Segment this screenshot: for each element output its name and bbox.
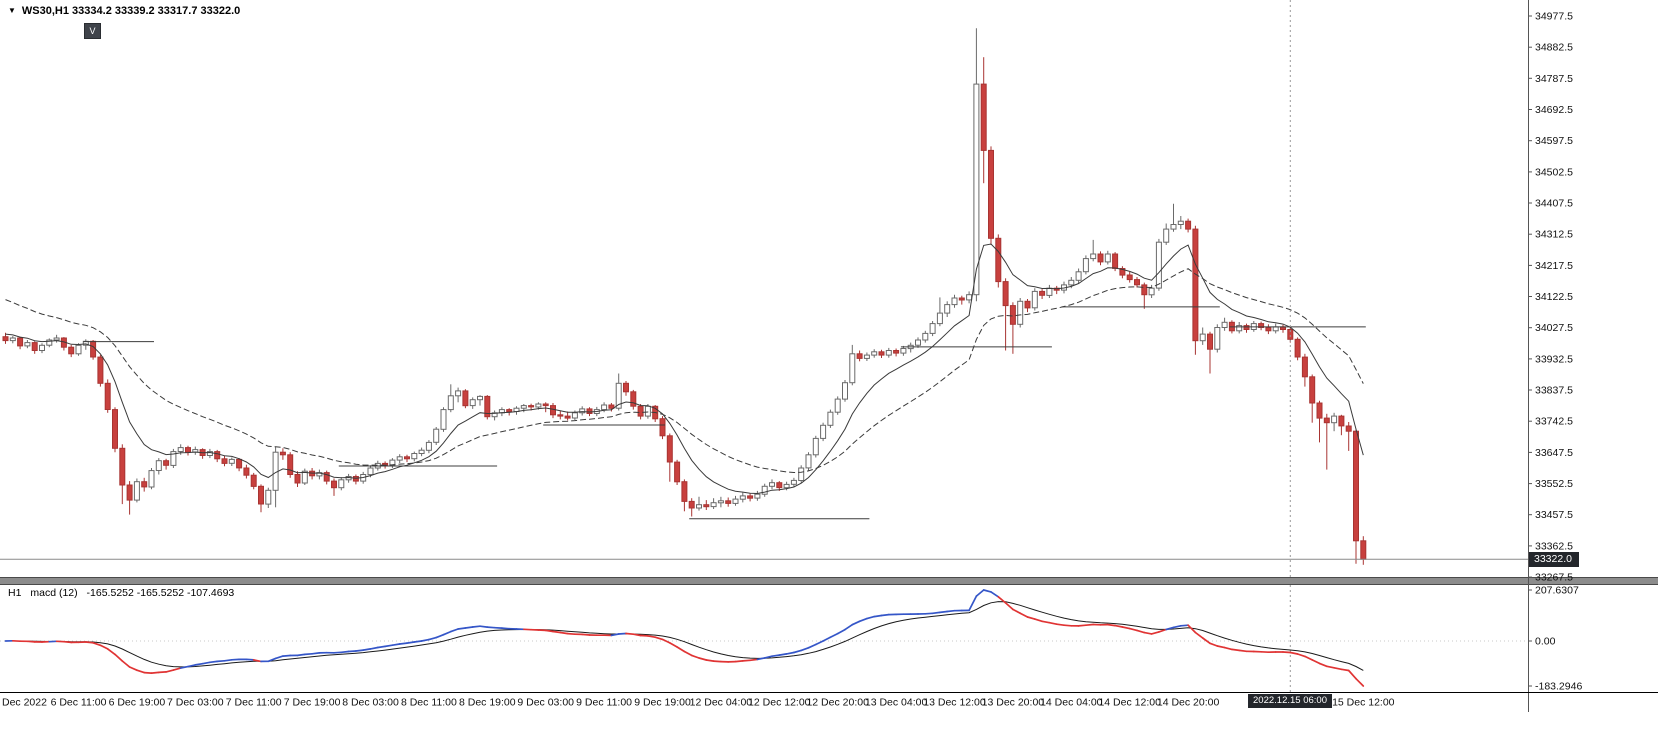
- time-axis-label: 12 Dec 20:00: [806, 697, 869, 709]
- price-axis-label: 34122.5: [1535, 291, 1573, 303]
- macd-signal-line: [5, 601, 1364, 671]
- time-axis-label: 13 Dec 12:00: [923, 697, 986, 709]
- time-axis-label: 14 Dec 20:00: [1157, 697, 1220, 709]
- time-axis-label: 13 Dec 04:00: [865, 697, 928, 709]
- price-axis-label: 34787.5: [1535, 73, 1573, 85]
- macd-values: -165.5252 -165.5252 -107.4693: [86, 587, 235, 599]
- time-axis-label: 12 Dec 04:00: [690, 697, 753, 709]
- time-axis-label: 13 Dec 20:00: [982, 697, 1045, 709]
- price-axis-label: 33837.5: [1535, 385, 1573, 397]
- macd-axis-label: 0.00: [1535, 636, 1556, 648]
- price-axis-label: 33647.5: [1535, 447, 1573, 459]
- price-axis-label: 34692.5: [1535, 104, 1573, 116]
- macd-timeframe: H1: [8, 587, 22, 599]
- time-axis-label: 6 Dec 11:00: [51, 697, 107, 709]
- time-axis-label: 8 Dec 03:00: [342, 697, 399, 709]
- time-axis-label: 8 Dec 19:00: [459, 697, 516, 709]
- price-axis-label: 33362.5: [1535, 540, 1573, 552]
- price-axis[interactable]: 34977.5 34882.5 34787.5 34692.5 34597.5 34502…: [1528, 0, 1573, 712]
- price-axis-label: 33457.5: [1535, 509, 1573, 521]
- time-axis-label: 14 Dec 04:00: [1040, 697, 1103, 709]
- price-axis-label: 34882.5: [1535, 42, 1573, 54]
- time-axis-label: 12 Dec 12:00: [748, 697, 811, 709]
- macd-layer: [0, 589, 1528, 687]
- time-axis-label: 7 Dec 03:00: [167, 697, 224, 709]
- highlighted-time-tag: 2022.12.15 06:00: [1248, 694, 1332, 708]
- time-axis-label: 9 Dec 11:00: [576, 697, 632, 709]
- time-axis-label: 15 Dec 12:00: [1332, 697, 1395, 709]
- time-axis-label: 9 Dec 03:00: [517, 697, 574, 709]
- price-axis-label: 34502.5: [1535, 166, 1573, 178]
- macd-axis-label: -183.2946: [1535, 681, 1582, 693]
- support-resistance-lines[interactable]: [83, 306, 1366, 520]
- macd-indicator-label: H1 macd (12) -165.5252 -165.5252 -107.46…: [8, 587, 240, 599]
- time-axis-label: 8 Dec 11:00: [401, 697, 457, 709]
- price-axis-label: 34027.5: [1535, 322, 1573, 334]
- price-axis-label: 34217.5: [1535, 260, 1573, 272]
- pane-splitter[interactable]: [0, 578, 1658, 584]
- price-axis-label: 34977.5: [1535, 11, 1573, 23]
- macd-main-line: [4, 589, 1365, 687]
- time-axis-label: 7 Dec 19:00: [284, 697, 341, 709]
- chart-symbol-overlay: ▼ WS30,H1 33334.2 33339.2 33317.7 33322.…: [8, 5, 240, 17]
- ma-slow-line: [5, 268, 1364, 474]
- time-axis-label: 6 Dec 19:00: [109, 697, 166, 709]
- price-axis-label: 34407.5: [1535, 198, 1573, 210]
- symbol-ohlc-text: WS30,H1 33334.2 33339.2 33317.7 33322.0: [21, 5, 241, 17]
- v-shortcut-button[interactable]: V: [84, 23, 101, 39]
- macd-name: macd (12): [30, 587, 78, 599]
- time-axis[interactable]: 6 Dec 2022 6 Dec 11:006 Dec 19:007 Dec 03…: [0, 692, 1658, 709]
- bid-price-tag: 33322.0: [1529, 552, 1579, 567]
- price-axis-label: 33552.5: [1535, 478, 1573, 490]
- time-axis-label: 7 Dec 11:00: [226, 697, 282, 709]
- ma-fast-line: [5, 243, 1364, 495]
- price-axis-label: 33742.5: [1535, 416, 1573, 428]
- time-axis-label: 9 Dec 19:00: [634, 697, 691, 709]
- price-axis-label: 33932.5: [1535, 353, 1573, 365]
- macd-axis-label: 207.6307: [1535, 585, 1579, 597]
- macd-axis: 207.6307 0.00 -183.2946: [1528, 585, 1582, 693]
- price-axis-label: 33267.5: [1535, 572, 1573, 584]
- time-axis-label: 14 Dec 12:00: [1098, 697, 1161, 709]
- price-axis-label: 34312.5: [1535, 229, 1573, 241]
- price-axis-label: 34597.5: [1535, 135, 1573, 147]
- symbol-dropdown-icon[interactable]: ▼: [8, 6, 16, 15]
- time-axis-label: 6 Dec 2022: [0, 697, 47, 709]
